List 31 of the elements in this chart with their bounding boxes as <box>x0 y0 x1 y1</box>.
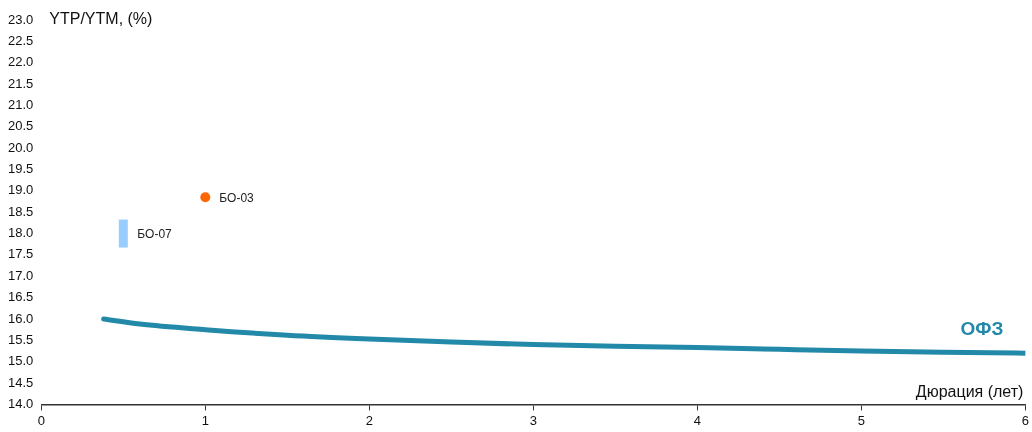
series-label: ОФЗ <box>960 317 1004 339</box>
x-tick-label: 3 <box>529 412 537 428</box>
y-tick-label: 18.0 <box>7 225 34 241</box>
y-tick-label: 22.0 <box>7 54 34 70</box>
y-tick-label: 21.5 <box>7 75 34 91</box>
x-tick-label: 0 <box>37 412 45 428</box>
y-tick-label: 14.5 <box>7 374 34 390</box>
y-tick-label: 19.0 <box>7 182 34 198</box>
x-tick-label: 1 <box>201 412 209 428</box>
x-axis-title: Дюрация (лет) <box>915 382 1024 400</box>
y-tick-label: 15.5 <box>7 331 34 347</box>
y-tick-label: 22.5 <box>7 32 34 48</box>
y-tick-label: 15.0 <box>7 353 34 369</box>
y-tick-label: 17.0 <box>7 267 34 283</box>
x-tick-label: 5 <box>857 412 865 428</box>
y-tick-label: 14.0 <box>7 395 34 411</box>
y-tick-label: 16.5 <box>7 289 34 305</box>
y-tick-label: 18.5 <box>7 203 34 219</box>
y-tick-label: 16.0 <box>7 310 34 326</box>
x-tick-label: 6 <box>1021 412 1029 428</box>
y-tick-label: 20.5 <box>7 118 34 134</box>
y-tick-label: 17.5 <box>7 246 34 262</box>
y-axis-title: YTP/YTM, (%) <box>49 10 153 28</box>
series-label: БО-07 <box>137 226 173 241</box>
y-tick-label: 20.0 <box>7 139 34 155</box>
series-label: БО-03 <box>219 190 255 205</box>
y-tick-label: 21.0 <box>7 97 34 112</box>
y-tick-label: 19.5 <box>7 161 34 177</box>
x-tick-label: 4 <box>693 412 701 428</box>
y-tick-label: 23.0 <box>7 11 34 27</box>
x-tick-label: 2 <box>365 412 373 428</box>
